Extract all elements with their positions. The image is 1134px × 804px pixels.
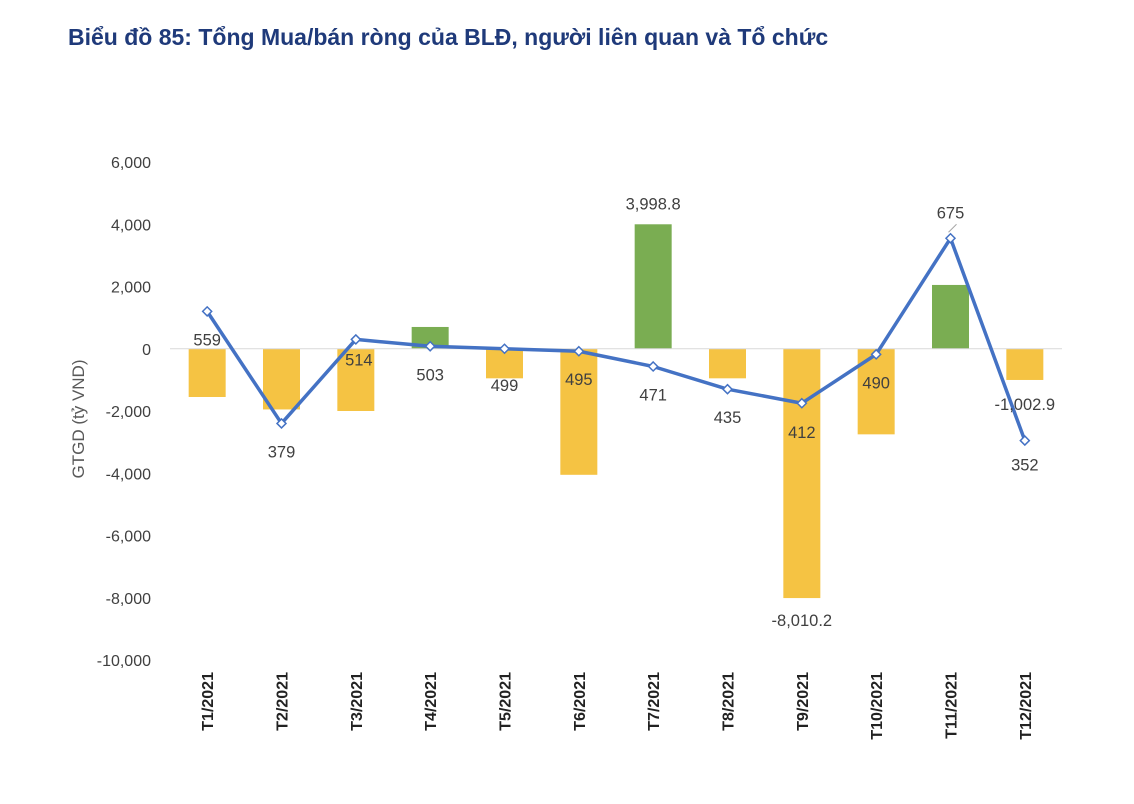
bar (1006, 348, 1044, 380)
line-data-label: 503 (416, 366, 444, 384)
bar (634, 224, 672, 349)
bar (560, 348, 598, 475)
line-data-label: 379 (268, 443, 296, 461)
bar (932, 284, 969, 349)
bar (783, 348, 821, 599)
bar (411, 326, 449, 349)
line-data-label: 675 (937, 204, 965, 222)
bar (188, 348, 226, 397)
y-axis-title: GTGD (tỷ VND) (69, 360, 88, 479)
y-tick-label: 2,000 (111, 280, 151, 297)
bar-value-label: 3,998.8 (626, 195, 681, 213)
line-data-label: 412 (788, 424, 816, 442)
line-marker (573, 345, 585, 357)
bar (263, 348, 300, 410)
line-data-label: 490 (862, 374, 890, 392)
y-tick-label: -8,000 (106, 591, 151, 608)
y-axis: 6,000 4,000 2,000 0 -2,000 -4,000 -6,000 -8,000… (97, 155, 151, 670)
line-data-label: 499 (491, 377, 519, 395)
y-tick-label: 0 (142, 342, 151, 359)
line-marker (201, 305, 213, 317)
line-marker (647, 360, 659, 373)
x-tick-label: T5/2021 (498, 672, 515, 731)
x-axis: T1/2021 T2/2021 T3/2021 T4/2021 T5/2021 T6/20… (200, 672, 1035, 740)
line-marker (424, 340, 436, 352)
bar (709, 348, 746, 379)
line-marker (350, 333, 362, 345)
x-tick-label: T4/2021 (423, 672, 440, 731)
x-tick-label: T7/2021 (646, 672, 663, 731)
chart-title: Biểu đồ 85: Tổng Mua/bán ròng của BLĐ, n… (68, 24, 829, 50)
line-marker (498, 343, 511, 355)
line-marker (275, 417, 288, 430)
bar (337, 348, 375, 411)
line-marker (796, 397, 808, 409)
y-tick-label: -2,000 (106, 404, 151, 421)
x-tick-label: T10/2021 (869, 672, 886, 740)
line-marker (944, 232, 957, 244)
x-tick-label: T12/2021 (1018, 672, 1035, 740)
label-leader-line (948, 223, 957, 233)
line-data-label: 559 (193, 331, 221, 349)
line-marker (870, 348, 882, 360)
x-tick-label: T1/2021 (200, 672, 217, 731)
y-tick-label: -4,000 (106, 466, 151, 483)
x-tick-label: T3/2021 (349, 672, 366, 731)
bar-value-label: -1,002.9 (995, 396, 1056, 414)
x-tick-label: T9/2021 (795, 672, 812, 731)
x-tick-label: T8/2021 (721, 672, 738, 731)
line-data-label: 352 (1011, 457, 1039, 475)
bar-series (188, 224, 1044, 599)
bar-value-label: -8,010.2 (772, 612, 833, 630)
y-tick-label: -10,000 (97, 653, 151, 670)
line-data-label: 471 (639, 386, 667, 404)
y-tick-label: 6,000 (111, 155, 151, 172)
line-data-label: 495 (565, 371, 593, 389)
x-tick-label: T11/2021 (944, 672, 961, 739)
line-marker (1019, 435, 1031, 447)
x-tick-label: T2/2021 (275, 672, 292, 731)
series-line (205, 236, 1027, 442)
line-data-label: 435 (714, 409, 742, 427)
line-data-label: 514 (345, 351, 373, 369)
y-tick-label: 4,000 (111, 217, 151, 234)
x-tick-label: T6/2021 (572, 672, 589, 731)
line-marker (721, 383, 734, 395)
data-labels: 559 379 514 503 499 495 471 435 412 490 675 352 3,99… (193, 195, 1055, 630)
line-series (201, 232, 1031, 447)
y-tick-label: -6,000 (106, 529, 151, 546)
